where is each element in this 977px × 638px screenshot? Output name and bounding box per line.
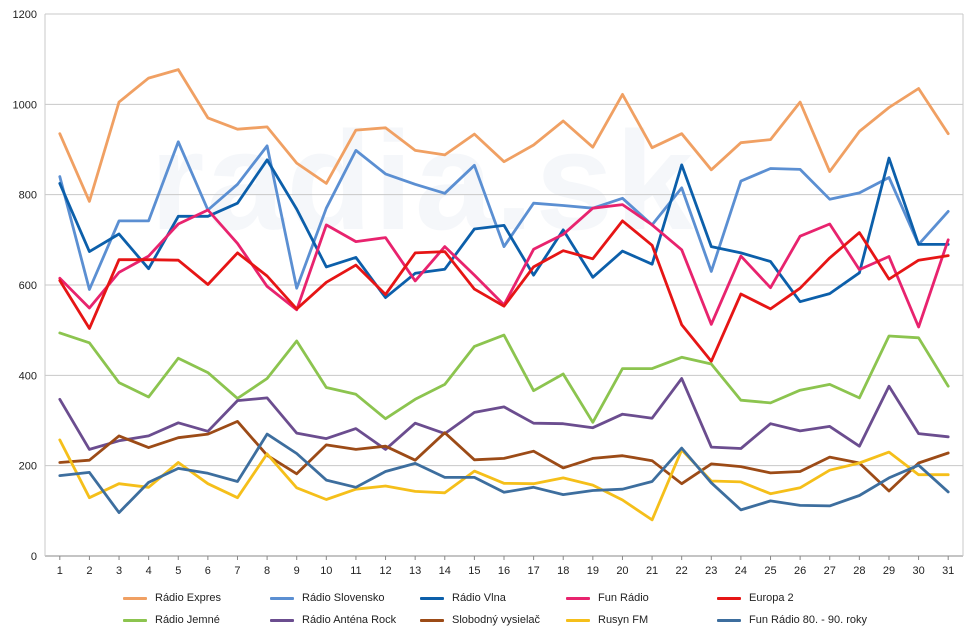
legend-swatch bbox=[717, 596, 741, 600]
x-tick-label: 16 bbox=[498, 565, 510, 577]
x-tick-label: 17 bbox=[527, 565, 539, 577]
legend-swatch bbox=[717, 618, 741, 622]
series-line-8 bbox=[58, 419, 950, 493]
legend-label: Fun Rádio bbox=[598, 592, 649, 604]
x-tick-label: 25 bbox=[764, 565, 776, 577]
gridlines bbox=[45, 13, 963, 557]
legend-swatch bbox=[566, 618, 590, 622]
y-tick-label: 0 bbox=[31, 551, 37, 563]
legend-item: Rádio Expres bbox=[123, 588, 221, 608]
legend-item: Europa 2 bbox=[717, 588, 794, 608]
x-tick-label: 30 bbox=[912, 565, 924, 577]
series-line-10 bbox=[58, 432, 950, 514]
x-tick-label: 13 bbox=[409, 565, 421, 577]
x-tick-label: 21 bbox=[646, 565, 658, 577]
x-tick-label: 9 bbox=[294, 565, 300, 577]
legend-label: Europa 2 bbox=[749, 592, 794, 604]
legend-item: Rádio Anténa Rock bbox=[270, 610, 396, 630]
x-tick-label: 2 bbox=[86, 565, 92, 577]
y-tick-label: 600 bbox=[19, 280, 37, 292]
x-tick-label: 12 bbox=[379, 565, 391, 577]
legend-label: Rádio Slovensko bbox=[302, 592, 385, 604]
legend-label: Slobodný vysielač bbox=[452, 614, 541, 626]
legend-swatch bbox=[123, 618, 147, 622]
legend-item: Fun Rádio bbox=[566, 588, 649, 608]
y-tick-label: 400 bbox=[19, 370, 37, 382]
x-tick-label: 20 bbox=[616, 565, 628, 577]
legend-swatch bbox=[270, 596, 294, 600]
legend-label: Fun Rádio 80. - 90. roky bbox=[749, 614, 868, 626]
legend-item: Rusyn FM bbox=[566, 610, 648, 630]
x-tick-label: 22 bbox=[676, 565, 688, 577]
y-tick-label: 1000 bbox=[13, 99, 37, 111]
legend-item: Fun Rádio 80. - 90. roky bbox=[717, 610, 867, 630]
x-tick-label: 19 bbox=[587, 565, 599, 577]
legend-swatch bbox=[420, 618, 444, 622]
x-tick-label: 11 bbox=[350, 565, 361, 577]
series-line-6 bbox=[58, 331, 950, 424]
legend-swatch bbox=[420, 596, 444, 600]
x-tick-label: 26 bbox=[794, 565, 806, 577]
x-tick-label: 29 bbox=[883, 565, 895, 577]
series-line-1 bbox=[58, 68, 950, 203]
x-tick-label: 15 bbox=[468, 565, 480, 577]
legend-swatch bbox=[123, 596, 147, 600]
x-tick-label: 6 bbox=[205, 565, 211, 577]
x-tick-label: 31 bbox=[942, 565, 954, 577]
y-tick-label: 200 bbox=[19, 461, 37, 473]
legend-item: Rádio Vlna bbox=[420, 588, 506, 608]
x-tick-label: 14 bbox=[439, 565, 451, 577]
x-tick-label: 23 bbox=[705, 565, 717, 577]
x-tick-label: 18 bbox=[557, 565, 569, 577]
series-lines bbox=[58, 68, 950, 522]
y-tick-label: 800 bbox=[19, 190, 37, 202]
x-tick-label: 4 bbox=[146, 565, 152, 577]
x-tick-label: 8 bbox=[264, 565, 270, 577]
x-tick-label: 28 bbox=[853, 565, 865, 577]
legend-label: Rádio Vlna bbox=[452, 592, 506, 604]
y-tick-label: 1200 bbox=[13, 9, 37, 21]
series-line-7 bbox=[58, 377, 950, 451]
legend: Rádio Expres Rádio Slovensko Rádio Vlna Fun… bbox=[0, 588, 977, 638]
x-tick-label: 7 bbox=[234, 565, 240, 577]
x-tick-label: 27 bbox=[824, 565, 836, 577]
legend-swatch bbox=[566, 596, 590, 600]
series-line-3 bbox=[58, 156, 950, 304]
legend-item: Rádio Jemné bbox=[123, 610, 220, 630]
legend-swatch bbox=[270, 618, 294, 622]
legend-item: Rádio Slovensko bbox=[270, 588, 385, 608]
legend-label: Rádio Expres bbox=[155, 592, 222, 604]
x-tick-label: 10 bbox=[320, 565, 332, 577]
series-line-4 bbox=[58, 203, 950, 329]
legend-label: Rusyn FM bbox=[598, 614, 649, 626]
x-tick-label: 5 bbox=[175, 565, 181, 577]
legend-item: Slobodný vysielač bbox=[420, 610, 540, 630]
legend-label: Rádio Anténa Rock bbox=[302, 614, 397, 626]
x-tick-label: 1 bbox=[57, 565, 63, 577]
x-tick-label: 3 bbox=[116, 565, 122, 577]
x-tick-label: 24 bbox=[735, 565, 747, 577]
series-line-5 bbox=[58, 219, 950, 363]
series-line-9 bbox=[58, 438, 950, 522]
legend-label: Rádio Jemné bbox=[155, 614, 220, 626]
